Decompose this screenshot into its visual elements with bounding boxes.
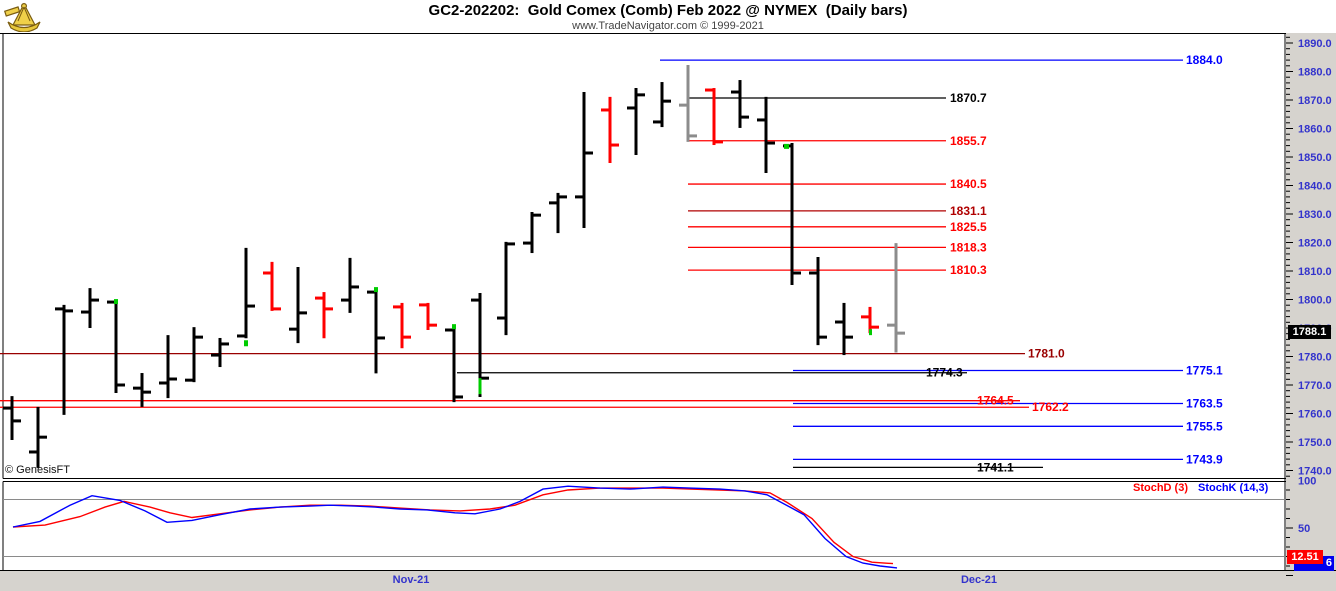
price-tick-label: 1860.0 bbox=[1298, 124, 1332, 136]
level-label-1755.5: 1755.5 bbox=[1186, 419, 1223, 433]
ohlc-bar bbox=[367, 287, 385, 374]
price-tick-label: 1820.0 bbox=[1298, 238, 1332, 250]
price-tick-label: 1770.0 bbox=[1298, 380, 1332, 392]
price-tick-label: 1880.0 bbox=[1298, 67, 1332, 79]
ohlc-bar bbox=[549, 192, 567, 234]
level-lines bbox=[0, 59, 1183, 469]
level-label-1781.0: 1781.0 bbox=[1028, 347, 1065, 361]
last-price-badge: 1788.1 bbox=[1288, 325, 1331, 339]
level-label-1810.3: 1810.3 bbox=[950, 263, 987, 277]
level-label-1825.5: 1825.5 bbox=[950, 220, 987, 234]
price-tick-label: 1740.0 bbox=[1298, 466, 1332, 478]
price-tick-label: 1780.0 bbox=[1298, 352, 1332, 364]
level-label-1831.1: 1831.1 bbox=[950, 204, 987, 218]
ohlc-bar bbox=[211, 337, 229, 368]
price-tick-label: 1810.0 bbox=[1298, 266, 1332, 278]
price-axis-strip bbox=[1286, 33, 1336, 591]
ohlc-bar bbox=[55, 304, 73, 415]
ohlc-bar bbox=[653, 82, 671, 128]
price-tick-label: 1850.0 bbox=[1298, 152, 1332, 164]
level-label-1774.3: 1774.3 bbox=[926, 366, 963, 380]
level-label-1763.5: 1763.5 bbox=[1186, 397, 1223, 411]
price-tick-label: 1890.0 bbox=[1298, 38, 1332, 50]
ohlc-bar bbox=[341, 257, 359, 313]
ohlc-bar bbox=[627, 88, 645, 156]
copyright-watermark: © GenesisFT bbox=[5, 464, 70, 476]
ohlc-bar bbox=[809, 257, 827, 346]
ohlc-bar bbox=[107, 299, 125, 393]
x-axis-label-dec: Dec-21 bbox=[960, 574, 998, 586]
ohlc-bar bbox=[393, 302, 411, 349]
level-label-1818.3: 1818.3 bbox=[950, 240, 987, 254]
page-title: GC2-202202: Gold Comex (Comb) Feb 2022 @… bbox=[428, 2, 908, 19]
stochd-value-badge: 12.51 bbox=[1287, 550, 1323, 564]
ohlc-bar bbox=[419, 302, 437, 330]
level-label-1762.2: 1762.2 bbox=[1032, 400, 1069, 414]
level-label-1743.9: 1743.9 bbox=[1186, 452, 1223, 466]
price-tick-label: 1870.0 bbox=[1298, 95, 1332, 107]
ohlc-bars bbox=[3, 64, 905, 468]
level-labels: 1884.0 1870.7 1855.7 1840.5 1831.1 1825.5 1818… bbox=[926, 53, 1223, 474]
level-label-1855.7: 1855.7 bbox=[950, 134, 987, 148]
stochk-line bbox=[12, 485, 898, 569]
price-tick-label: 1800.0 bbox=[1298, 295, 1332, 307]
ohlc-bar bbox=[757, 96, 775, 173]
ohlc-bar bbox=[575, 92, 593, 228]
ohlc-bar bbox=[29, 406, 47, 468]
ohlc-bar bbox=[289, 267, 307, 344]
price-tick-label: 1750.0 bbox=[1298, 437, 1332, 449]
page-subtitle: www.TradeNavigator.com © 1999-2021 bbox=[572, 20, 764, 32]
level-label-1870.7: 1870.7 bbox=[950, 91, 987, 105]
x-axis-label-nov: Nov-21 bbox=[392, 574, 430, 586]
level-label-1884.0: 1884.0 bbox=[1186, 53, 1223, 67]
ohlc-bar bbox=[159, 335, 177, 399]
genesis-logo-icon bbox=[3, 2, 41, 32]
stoch-tick-label: 100 bbox=[1298, 476, 1316, 488]
ohlc-bar bbox=[263, 261, 281, 311]
stoch-panel[interactable]: 100 50 bbox=[3, 476, 1316, 576]
chart-frame bbox=[0, 33, 1336, 571]
ohlc-bar bbox=[731, 80, 749, 128]
ohlc-bar bbox=[861, 306, 879, 336]
ohlc-bar bbox=[497, 241, 515, 336]
stochd-line bbox=[12, 487, 894, 565]
level-label-1741.1: 1741.1 bbox=[977, 460, 1014, 474]
ohlc-bar bbox=[601, 96, 619, 163]
stoch-tick-label: 50 bbox=[1298, 523, 1310, 535]
ohlc-bar bbox=[471, 292, 489, 397]
ohlc-bar bbox=[445, 324, 463, 403]
legend-stochd: StochD (3) bbox=[1133, 482, 1188, 494]
level-label-1775.1: 1775.1 bbox=[1186, 363, 1223, 377]
ohlc-bar bbox=[835, 302, 853, 356]
ohlc-bar bbox=[185, 327, 203, 383]
price-tick-label: 1840.0 bbox=[1298, 181, 1332, 193]
ohlc-bar bbox=[315, 292, 333, 339]
ohlc-bar bbox=[3, 396, 21, 441]
ohlc-bar bbox=[887, 243, 905, 353]
time-axis-strip bbox=[0, 571, 1336, 591]
ohlc-bar bbox=[133, 373, 151, 407]
ohlc-bar bbox=[523, 212, 541, 254]
legend-stochk: StochK (14,3) bbox=[1198, 482, 1269, 494]
level-label-1764.5: 1764.5 bbox=[977, 394, 1014, 408]
price-tick-label: 1830.0 bbox=[1298, 209, 1332, 221]
level-label-1840.5: 1840.5 bbox=[950, 177, 987, 191]
ohlc-bar bbox=[783, 143, 801, 285]
ohlc-bar bbox=[679, 64, 697, 142]
ohlc-bar bbox=[237, 247, 255, 347]
price-axis: 1890.0 1880.0 1870.0 1860.0 1850.0 1840.0 1830… bbox=[1286, 36, 1332, 478]
ohlc-bar bbox=[81, 288, 99, 328]
ohlc-bar bbox=[705, 88, 723, 146]
price-tick-label: 1760.0 bbox=[1298, 409, 1332, 421]
